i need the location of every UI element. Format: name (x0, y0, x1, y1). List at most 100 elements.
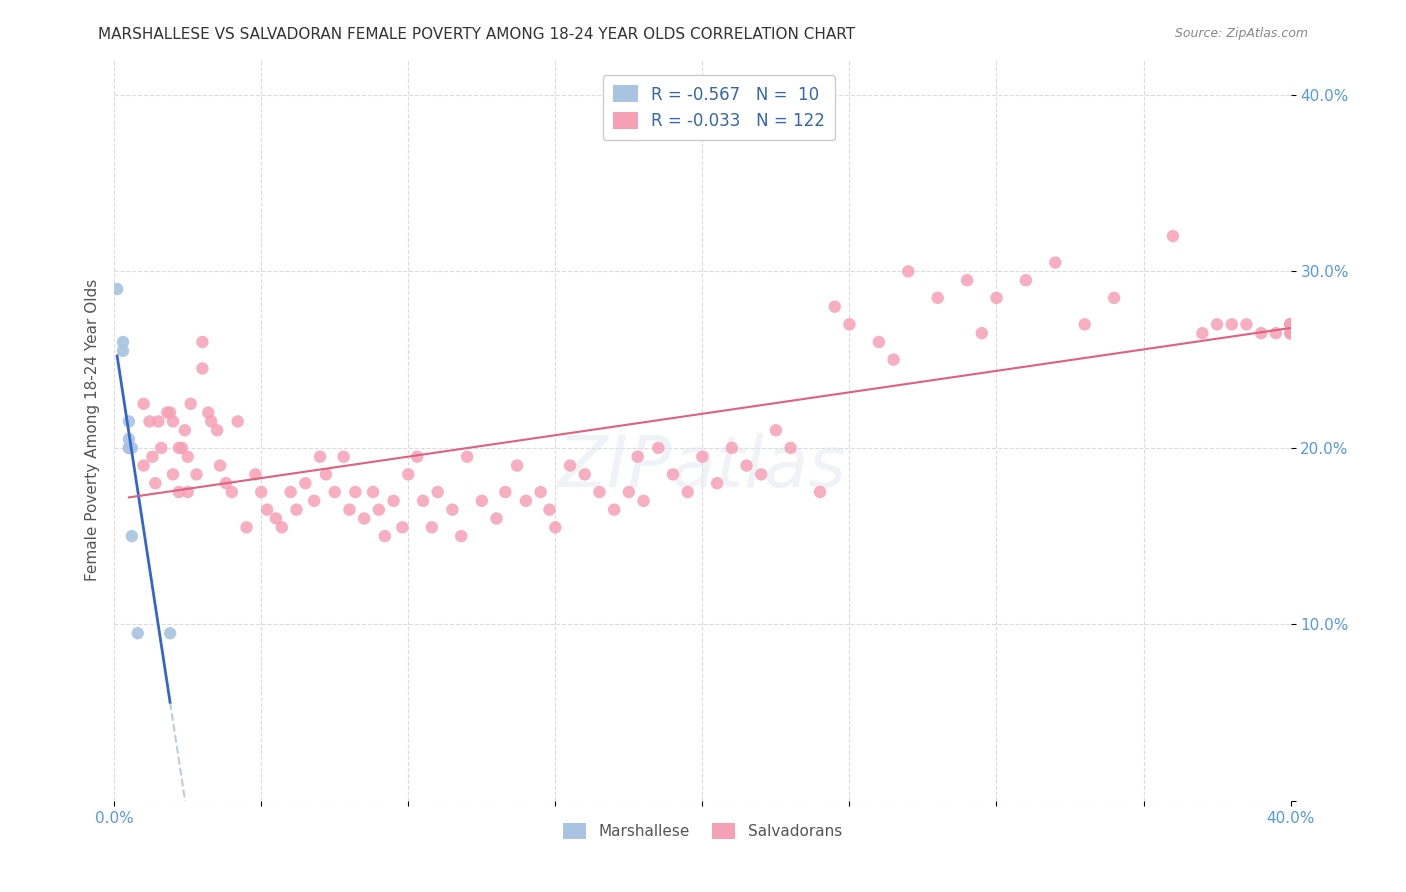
Point (1279, 318, 1302, 332)
Point (167, 485, 190, 500)
Point (173, 423, 195, 437)
Legend: Marshallese, Salvadorans: Marshallese, Salvadorans (557, 817, 848, 845)
Point (779, 441, 801, 455)
Point (285, 502, 308, 516)
Point (633, 493, 655, 508)
Point (897, 264, 920, 278)
Point (808, 485, 831, 500)
Point (302, 493, 325, 508)
Point (1102, 291, 1125, 305)
Point (1279, 326, 1302, 341)
Point (1236, 318, 1258, 332)
Point (412, 493, 434, 508)
Point (544, 520, 567, 534)
Point (162, 467, 184, 482)
Point (235, 520, 257, 534)
Point (1279, 326, 1302, 341)
Point (294, 476, 316, 491)
Point (471, 493, 494, 508)
Point (1220, 318, 1243, 332)
Point (141, 450, 163, 464)
Point (1279, 318, 1302, 332)
Point (323, 485, 346, 500)
Point (205, 423, 228, 437)
Point (538, 502, 561, 516)
Point (177, 485, 200, 500)
Point (118, 441, 141, 455)
Point (215, 476, 238, 491)
Point (121, 529, 143, 543)
Point (180, 397, 202, 411)
Point (1279, 326, 1302, 341)
Point (226, 414, 249, 428)
Point (118, 414, 141, 428)
Point (374, 529, 396, 543)
Point (315, 467, 337, 482)
Point (121, 441, 143, 455)
Point (706, 476, 728, 491)
Point (1264, 326, 1286, 341)
Point (361, 485, 384, 500)
Point (127, 626, 149, 640)
Point (1161, 229, 1184, 244)
Point (156, 406, 179, 420)
Point (186, 467, 208, 482)
Point (1279, 326, 1302, 341)
Point (749, 467, 772, 482)
Point (200, 414, 222, 428)
Point (1279, 318, 1302, 332)
Point (1073, 318, 1095, 332)
Point (574, 467, 596, 482)
Point (1250, 326, 1272, 341)
Point (159, 406, 181, 420)
Point (420, 520, 443, 534)
Point (1279, 318, 1302, 332)
Point (530, 485, 553, 500)
Point (105, 282, 128, 296)
Point (986, 291, 1008, 305)
Point (118, 432, 141, 446)
Point (506, 458, 529, 473)
Point (956, 273, 979, 287)
Point (221, 485, 243, 500)
Point (647, 441, 669, 455)
Point (927, 291, 949, 305)
Point (145, 476, 167, 491)
Point (339, 502, 361, 516)
Point (209, 458, 232, 473)
Point (720, 441, 742, 455)
Text: MARSHALLESE VS SALVADORAN FEMALE POVERTY AMONG 18-24 YEAR OLDS CORRELATION CHART: MARSHALLESE VS SALVADORAN FEMALE POVERTY… (98, 27, 855, 42)
Point (838, 318, 860, 332)
Point (162, 414, 184, 428)
Point (250, 485, 273, 500)
Point (111, 334, 134, 349)
Point (494, 485, 516, 500)
Point (280, 485, 302, 500)
Point (309, 450, 332, 464)
Point (256, 502, 278, 516)
Point (558, 458, 581, 473)
Point (627, 450, 650, 464)
Point (970, 326, 993, 341)
Point (617, 485, 640, 500)
Point (367, 502, 389, 516)
Point (118, 441, 141, 455)
Point (167, 441, 190, 455)
Point (177, 450, 200, 464)
Point (692, 450, 714, 464)
Point (868, 334, 890, 349)
Point (676, 485, 699, 500)
Point (765, 423, 787, 437)
Point (197, 406, 219, 420)
Point (382, 493, 405, 508)
Y-axis label: Female Poverty Among 18-24 Year Olds: Female Poverty Among 18-24 Year Olds (86, 279, 100, 582)
Point (1191, 326, 1213, 341)
Point (1279, 318, 1302, 332)
Point (270, 520, 292, 534)
Point (1279, 326, 1302, 341)
Point (515, 493, 537, 508)
Point (1045, 255, 1067, 269)
Point (111, 343, 134, 358)
Point (1279, 318, 1302, 332)
Point (588, 485, 610, 500)
